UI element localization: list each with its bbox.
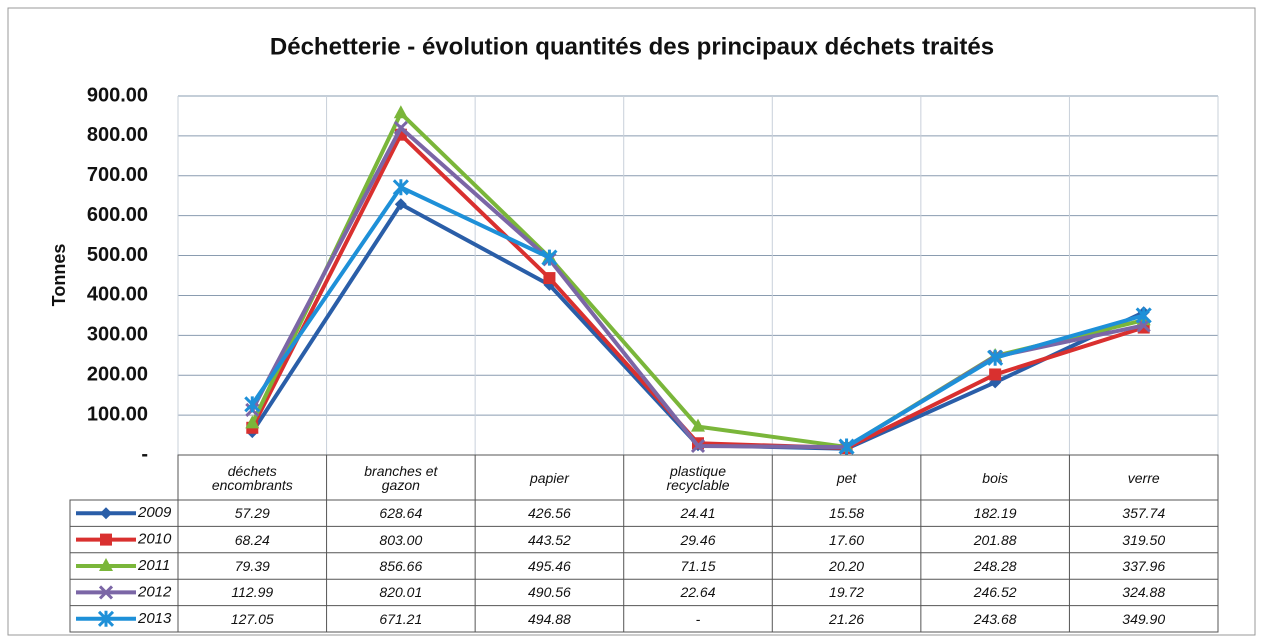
table-value: 319.50 bbox=[1122, 531, 1166, 548]
y-tick-label: 800.00 bbox=[87, 124, 148, 146]
legend-marker bbox=[100, 533, 112, 546]
category-label: plastique recyclable bbox=[666, 462, 730, 493]
point bbox=[838, 438, 855, 455]
category-label: verre bbox=[1127, 469, 1160, 486]
table-value: 671.21 bbox=[379, 610, 423, 627]
point bbox=[245, 415, 260, 429]
point bbox=[1135, 307, 1152, 324]
y-axis-title: Tonnes bbox=[49, 244, 69, 307]
category-label: déchets encombrants bbox=[211, 462, 293, 493]
y-tick-label: - bbox=[141, 443, 148, 465]
legend-marker bbox=[98, 585, 114, 600]
legend-marker bbox=[97, 610, 115, 627]
legend-label: 2009 bbox=[137, 504, 172, 521]
table-value: 79.39 bbox=[234, 557, 270, 574]
table-value: 57.29 bbox=[234, 505, 270, 522]
table-value: 248.28 bbox=[973, 557, 1017, 574]
table-value: 71.15 bbox=[680, 557, 716, 574]
series-line bbox=[250, 131, 1145, 450]
point bbox=[393, 120, 408, 135]
table-value: 856.66 bbox=[379, 557, 423, 574]
point bbox=[690, 438, 706, 454]
chart-title: Déchetterie - évolution quantités des pr… bbox=[270, 33, 994, 60]
point bbox=[989, 368, 1002, 381]
y-tick-label: 200.00 bbox=[87, 364, 148, 386]
table-value: 426.56 bbox=[528, 505, 571, 522]
legend-label: 2012 bbox=[137, 583, 172, 600]
category-label: pet bbox=[836, 469, 857, 486]
table-value: 19.72 bbox=[829, 584, 865, 601]
category-label: papier bbox=[529, 469, 569, 486]
table-value: 112.99 bbox=[231, 584, 274, 601]
table-value: 22.64 bbox=[680, 584, 716, 601]
table-value: 20.20 bbox=[829, 557, 865, 574]
y-tick-label: 700.00 bbox=[87, 164, 148, 186]
table-value: 243.68 bbox=[973, 610, 1017, 627]
table-value: 357.74 bbox=[1122, 505, 1166, 522]
table-value: 68.24 bbox=[234, 531, 270, 548]
legend-label: 2010 bbox=[137, 531, 172, 548]
table-value: 127.05 bbox=[230, 610, 274, 627]
table-value: 495.46 bbox=[528, 557, 571, 574]
point bbox=[541, 249, 558, 266]
y-tick-label: 300.00 bbox=[87, 324, 148, 346]
table-value: 24.41 bbox=[680, 505, 716, 522]
point bbox=[543, 272, 556, 285]
legend-label: 2011 bbox=[137, 557, 170, 574]
table-value: 29.46 bbox=[680, 531, 716, 548]
point bbox=[394, 198, 407, 211]
point bbox=[393, 105, 408, 119]
point bbox=[987, 349, 1004, 366]
category-label: branches et gazon bbox=[364, 462, 438, 493]
point bbox=[392, 179, 409, 196]
point bbox=[244, 396, 261, 413]
table-value: 443.52 bbox=[528, 531, 571, 548]
point bbox=[691, 418, 705, 432]
table-value: 337.96 bbox=[1122, 557, 1166, 574]
y-tick-label: 500.00 bbox=[87, 244, 148, 266]
y-tick-label: 600.00 bbox=[87, 204, 148, 226]
table-value: 182.19 bbox=[973, 505, 1017, 522]
table-value: - bbox=[695, 610, 701, 627]
table-value: 820.01 bbox=[379, 584, 423, 601]
table-value: 17.60 bbox=[829, 531, 865, 548]
series-line bbox=[250, 201, 1145, 451]
legend-label: 2013 bbox=[137, 610, 172, 627]
chart-border bbox=[7, 7, 1256, 636]
table-value: 494.88 bbox=[528, 610, 571, 627]
legend-marker bbox=[99, 558, 113, 571]
table-value: 490.56 bbox=[528, 584, 571, 601]
table-value: 246.52 bbox=[973, 584, 1017, 601]
table-value: 21.26 bbox=[829, 610, 865, 627]
y-tick-label: 400.00 bbox=[87, 284, 148, 306]
y-tick-label: 900.00 bbox=[87, 84, 148, 106]
table-value: 349.90 bbox=[1122, 610, 1166, 627]
y-tick-label: 100.00 bbox=[87, 403, 148, 425]
table-value: 15.58 bbox=[829, 505, 865, 522]
legend-marker bbox=[100, 507, 112, 520]
table-value: 324.88 bbox=[1122, 584, 1166, 601]
table-value: 628.64 bbox=[379, 505, 423, 522]
table-value: 803.00 bbox=[379, 531, 423, 548]
category-label: bois bbox=[982, 469, 1008, 486]
table-value: 201.88 bbox=[973, 531, 1017, 548]
